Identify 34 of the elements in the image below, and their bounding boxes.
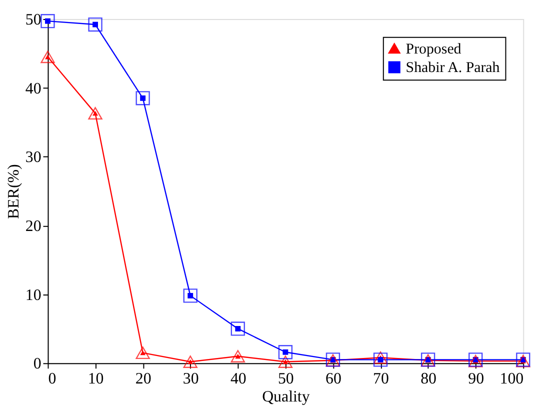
point [183,356,198,368]
x-tick-label: 70 [373,370,390,388]
point [88,17,102,32]
legend-label: Proposed [406,41,462,58]
x-tick-label: 0 [48,370,56,388]
y-axis-title: BER(%) [5,164,22,219]
y-tick-label: 10 [25,286,42,304]
x-tick-label: 60 [326,370,342,388]
y-tick-label: 40 [25,80,42,98]
y-tick-label: 20 [25,218,42,235]
point [278,356,293,368]
y-tick-label: 30 [25,149,42,166]
x-tick-label: 30 [182,370,199,388]
x-tick-label: 10 [88,370,104,388]
y-tick-label: 0 [33,356,42,373]
x-tick-label: 90 [468,370,484,388]
x-axis-title: Quality [262,388,310,406]
point [230,350,245,362]
x-tick-label: 100 [500,370,524,388]
y-tick-label: 50 [25,11,42,28]
point [136,91,150,106]
point [230,322,245,336]
point [136,346,150,360]
x-tick-label: 50 [278,370,294,388]
point [373,352,388,367]
point [183,288,198,303]
x-tick-label: 80 [420,370,437,388]
point [40,14,55,28]
point [278,345,293,360]
legend-label: Shabir A. Parah [406,60,500,76]
point [40,50,55,64]
x-tick-label: 40 [230,370,246,388]
x-tick-label: 20 [135,370,152,388]
point [88,107,102,120]
